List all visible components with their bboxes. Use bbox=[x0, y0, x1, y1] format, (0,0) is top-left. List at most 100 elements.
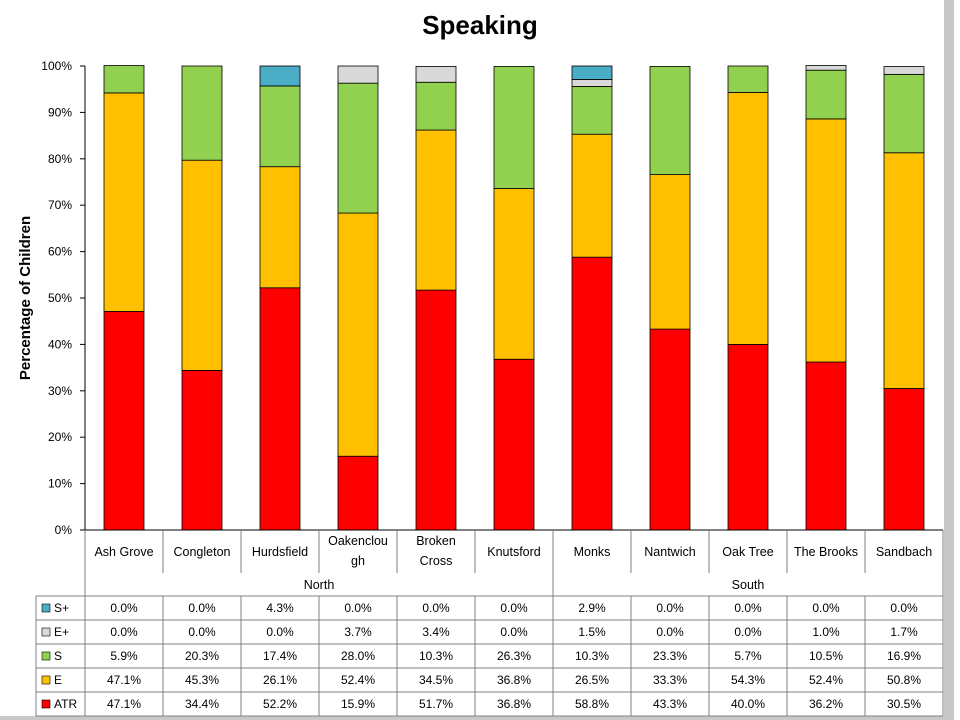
data-label: 1.0% bbox=[812, 625, 840, 639]
data-label: 54.3% bbox=[731, 673, 765, 687]
data-label: 0.0% bbox=[812, 601, 840, 615]
bar-segment-atr-0 bbox=[103, 311, 145, 531]
data-label: 10.3% bbox=[419, 649, 453, 663]
y-tick-label: 20% bbox=[48, 430, 72, 444]
data-label: 5.9% bbox=[110, 649, 138, 663]
data-label: 1.7% bbox=[890, 625, 918, 639]
data-label: 33.3% bbox=[653, 673, 687, 687]
y-tick-label: 50% bbox=[48, 291, 72, 305]
y-tick-label: 70% bbox=[48, 198, 72, 212]
bar-segment-atr-10 bbox=[883, 388, 925, 531]
data-label: 0.0% bbox=[266, 625, 294, 639]
bar-segment-e-3 bbox=[337, 212, 379, 457]
data-label: 17.4% bbox=[263, 649, 297, 663]
bar-segment-e-plus-10 bbox=[883, 66, 925, 75]
legend-swatch-e bbox=[41, 675, 51, 685]
bar-segment-e-2 bbox=[259, 166, 301, 289]
y-tick-label: 80% bbox=[48, 152, 72, 166]
data-label: 50.8% bbox=[887, 673, 921, 687]
data-label: 0.0% bbox=[500, 625, 528, 639]
category-label: Congleton bbox=[174, 545, 231, 559]
category-label: The Brooks bbox=[794, 545, 858, 559]
data-label: 0.0% bbox=[890, 601, 918, 615]
data-label: 3.7% bbox=[344, 625, 372, 639]
bar-segment-atr-4 bbox=[415, 289, 457, 531]
data-label: 52.4% bbox=[809, 673, 843, 687]
category-label: Knutsford bbox=[487, 545, 541, 559]
data-label: 4.3% bbox=[266, 601, 294, 615]
bar-segment-s-8 bbox=[727, 65, 769, 93]
data-label: 47.1% bbox=[107, 673, 141, 687]
data-label: 26.3% bbox=[497, 649, 531, 663]
bar-segment-s-2 bbox=[259, 85, 301, 168]
legend-label-atr: ATR bbox=[54, 697, 77, 711]
data-label: 51.7% bbox=[419, 697, 453, 711]
category-label: Broken bbox=[416, 534, 456, 548]
category-label: Monks bbox=[574, 545, 611, 559]
data-label: 0.0% bbox=[734, 601, 762, 615]
category-label: Nantwich bbox=[644, 545, 695, 559]
legend-swatch-s-plus bbox=[41, 603, 51, 613]
data-label: 0.0% bbox=[188, 601, 216, 615]
data-label: 0.0% bbox=[500, 601, 528, 615]
bar-segment-s-0 bbox=[103, 65, 145, 94]
bar-segment-e-plus-6 bbox=[571, 79, 613, 87]
y-tick-label: 60% bbox=[48, 245, 72, 259]
data-label: 45.3% bbox=[185, 673, 219, 687]
bar-segment-atr-6 bbox=[571, 256, 613, 531]
bar-segment-e-plus-3 bbox=[337, 65, 379, 84]
legend-label-s: S bbox=[54, 649, 62, 663]
bar-segment-e-1 bbox=[181, 159, 223, 371]
y-tick-label: 0% bbox=[55, 523, 73, 537]
data-label: 34.4% bbox=[185, 697, 219, 711]
data-label: 0.0% bbox=[344, 601, 372, 615]
bar-segment-e-10 bbox=[883, 152, 925, 389]
chart-title: Speaking bbox=[422, 10, 538, 40]
bar-segment-e-9 bbox=[805, 118, 847, 363]
data-label: 2.9% bbox=[578, 601, 606, 615]
y-tick-label: 40% bbox=[48, 337, 72, 351]
y-tick-label: 10% bbox=[48, 477, 72, 491]
category-label: Sandbach bbox=[876, 545, 932, 559]
legend-swatch-atr bbox=[41, 699, 51, 709]
data-label: 0.0% bbox=[188, 625, 216, 639]
data-label: 52.4% bbox=[341, 673, 375, 687]
bar-segment-atr-2 bbox=[259, 287, 301, 531]
bar-segment-e-6 bbox=[571, 133, 613, 258]
bar-segment-atr-3 bbox=[337, 455, 379, 531]
data-label: 0.0% bbox=[110, 625, 138, 639]
category-label: gh bbox=[351, 554, 365, 568]
data-label: 36.8% bbox=[497, 697, 531, 711]
data-label: 0.0% bbox=[656, 601, 684, 615]
data-label: 40.0% bbox=[731, 697, 765, 711]
bar-segment-s-9 bbox=[805, 69, 847, 120]
data-label: 1.5% bbox=[578, 625, 606, 639]
legend-swatch-s bbox=[41, 651, 51, 661]
legend-label-e-plus: E+ bbox=[54, 625, 69, 639]
data-label: 58.8% bbox=[575, 697, 609, 711]
data-label: 43.3% bbox=[653, 697, 687, 711]
y-tick-label: 100% bbox=[41, 59, 72, 73]
bar-segment-e-7 bbox=[649, 174, 691, 330]
data-label: 0.0% bbox=[110, 601, 138, 615]
data-label: 28.0% bbox=[341, 649, 375, 663]
bar-segment-e-5 bbox=[493, 188, 535, 360]
data-label: 47.1% bbox=[107, 697, 141, 711]
y-tick-label: 90% bbox=[48, 105, 72, 119]
bar-segment-atr-1 bbox=[181, 369, 223, 531]
legend-label-s-plus: S+ bbox=[54, 601, 69, 615]
group-label-north: North bbox=[304, 578, 335, 592]
bar-segment-e-plus-4 bbox=[415, 66, 457, 83]
bar-segment-s-plus-6 bbox=[571, 65, 613, 80]
bar-segment-s-7 bbox=[649, 66, 691, 175]
bar-segment-e-4 bbox=[415, 129, 457, 291]
data-label: 10.3% bbox=[575, 649, 609, 663]
bar-segment-s-5 bbox=[493, 66, 535, 189]
bar-segment-s-4 bbox=[415, 81, 457, 131]
data-label: 0.0% bbox=[656, 625, 684, 639]
bar-segment-atr-8 bbox=[727, 343, 769, 531]
data-label: 15.9% bbox=[341, 697, 375, 711]
data-label: 10.5% bbox=[809, 649, 843, 663]
